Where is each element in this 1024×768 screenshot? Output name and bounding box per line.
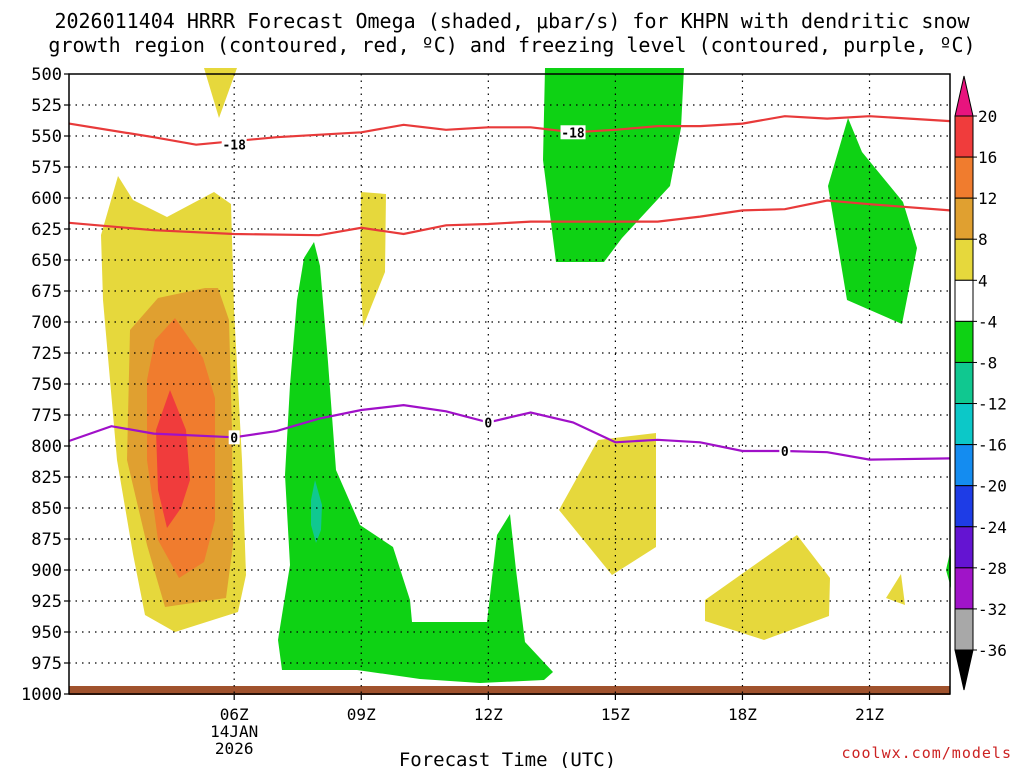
x-tick-label: 18Z <box>728 705 757 724</box>
chart-title-line1: 2026011404 HRRR Forecast Omega (shaded, … <box>54 9 970 33</box>
colorbar-bin <box>954 485 974 528</box>
colorbar-bin <box>954 608 974 651</box>
contour-layer: -18 -18 0 0 0 <box>68 115 951 461</box>
contour-label: -18 <box>222 139 246 154</box>
contour-label-background <box>560 125 586 140</box>
y-tick-label: 900 <box>31 561 62 581</box>
y-tick-label: 525 <box>31 96 62 116</box>
colorbar-tick-label: -32 <box>978 600 1007 619</box>
omega-negative-4to8-region <box>278 68 951 683</box>
contour-label-background <box>221 137 247 152</box>
omega-negative-8to12-region <box>311 480 322 543</box>
colorbar-bin <box>954 238 974 281</box>
contour-label-background <box>482 415 494 430</box>
colorbar-tick-label: 16 <box>978 148 997 167</box>
colorbar-tick-label: -16 <box>978 436 1007 455</box>
chart-title-line2: growth region (contoured, red, ºC) and f… <box>48 33 976 57</box>
axes-layer: 500 525 550 575 600 625 650 675 700 725 750 775 800 8… <box>21 65 951 768</box>
y-tick-label: 750 <box>31 375 62 395</box>
colorbar-tick-label: -28 <box>978 559 1007 578</box>
colorbar-bottom-triangle <box>954 649 974 691</box>
contour-label: 0 <box>781 445 789 460</box>
y-tick-label: 875 <box>31 530 62 550</box>
x-tick-label: 12Z <box>474 705 503 724</box>
x-tick-label: 21Z <box>855 705 884 724</box>
credit-link[interactable]: coolwx.com/models <box>841 744 1012 762</box>
y-tick-label: 500 <box>31 65 62 85</box>
colorbar-bin <box>954 197 974 240</box>
contour-label: -18 <box>561 126 585 141</box>
colorbar-tick-label: -12 <box>978 395 1007 414</box>
x-tick-year-label: 2026 <box>215 739 254 758</box>
colorbar-bin <box>954 279 974 322</box>
y-tick-label: 600 <box>31 189 62 209</box>
x-tick-label: 06Z <box>220 705 249 724</box>
colorbar-top-triangle <box>954 75 974 117</box>
colorbar-layer: 20 16 12 8 4 -4 -8 -12 -16 -20 -24 -28 -32 -36 <box>954 75 1007 691</box>
colorbar-bin <box>954 156 974 199</box>
colorbar-tick-label: 4 <box>978 271 988 290</box>
y-tick-label: 925 <box>31 592 62 612</box>
y-tick-label: 975 <box>31 654 62 674</box>
colorbar-tick-label: -36 <box>978 641 1007 660</box>
colorbar-tick-label: 20 <box>978 107 997 126</box>
y-tick-label: 575 <box>31 158 62 178</box>
omega-shading-layer <box>101 68 951 683</box>
colorbar-bin <box>954 320 974 363</box>
colorbar-tick-label: -20 <box>978 477 1007 496</box>
colorbar-bin <box>954 444 974 487</box>
colorbar-tick-label: 12 <box>978 189 997 208</box>
colorbar-bin <box>954 361 974 405</box>
y-tick-label: 625 <box>31 220 62 240</box>
y-tick-label: 725 <box>31 344 62 364</box>
contour-label-background <box>779 443 791 458</box>
colorbar-tick-label: 8 <box>978 230 988 249</box>
colorbar-bin <box>954 403 974 446</box>
contour-label: 0 <box>230 431 238 446</box>
ground-surface-band <box>69 686 950 695</box>
omega-positive-16to20-region <box>156 390 190 528</box>
colorbar-tick-label: -8 <box>978 353 997 372</box>
y-tick-label: 825 <box>31 468 62 488</box>
x-tick-label: 09Z <box>347 705 376 724</box>
x-axis-title: Forecast Time (UTC) <box>399 749 616 768</box>
isotherm-contour-line <box>68 403 951 461</box>
x-tick-date-label: 14JAN <box>210 722 258 741</box>
y-tick-label: 550 <box>31 127 62 147</box>
y-tick-label: 675 <box>31 282 62 302</box>
colorbar-bin <box>954 526 974 569</box>
isotherm-contour-line <box>68 199 951 237</box>
colorbar-tick-label: -4 <box>978 312 997 331</box>
colorbar-tick-label: -24 <box>978 518 1007 537</box>
isotherm-contour-line <box>68 115 951 146</box>
contour-label-background <box>228 430 240 445</box>
y-tick-label: 775 <box>31 406 62 426</box>
x-tick-label: 15Z <box>601 705 630 724</box>
colorbar-bin <box>954 567 974 610</box>
y-tick-label: 950 <box>31 623 62 643</box>
y-tick-label: 850 <box>31 499 62 519</box>
y-tick-label: 1000 <box>21 685 62 705</box>
y-tick-label: 800 <box>31 437 62 457</box>
colorbar-bin <box>954 115 974 158</box>
y-tick-label: 700 <box>31 313 62 333</box>
contour-label: 0 <box>484 416 492 431</box>
y-tick-label: 650 <box>31 251 62 271</box>
